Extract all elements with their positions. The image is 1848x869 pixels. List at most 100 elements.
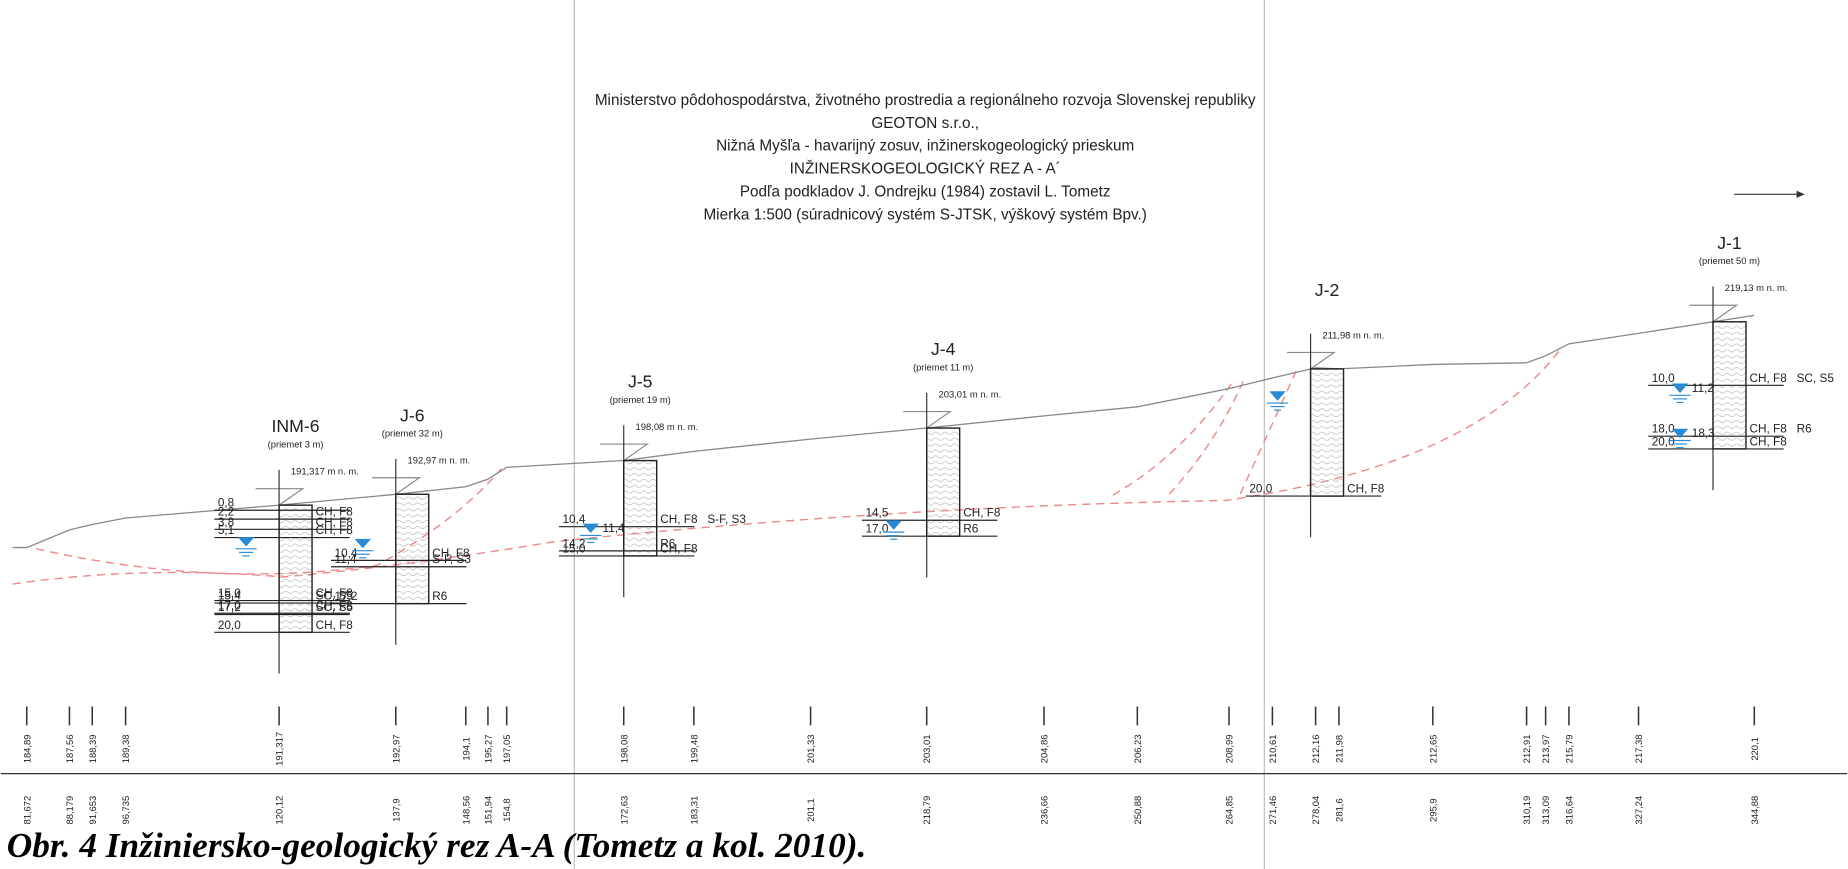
station-elevation: 212,91 (1521, 735, 1532, 764)
station-distance: 344,88 (1749, 796, 1760, 825)
soil-class: S-F, S3 (432, 553, 471, 566)
borehole-name: J-6 (400, 405, 425, 425)
cross-section: Ministerstvo pôdohospodárstva, životného… (0, 0, 1848, 869)
borehole-elevation: 203,01 m n. m. (938, 388, 1001, 399)
water-level (1672, 384, 1688, 393)
station-elevation: 215,79 (1563, 735, 1574, 764)
water-level (238, 537, 254, 546)
soil-class: CH, F8 (1749, 423, 1787, 436)
station-distance: 278,04 (1310, 796, 1321, 825)
station-distance: 81,672 (21, 796, 32, 825)
station-distance: 120,12 (274, 796, 285, 825)
station-distance: 313,09 (1540, 796, 1551, 825)
station-elevation: 189,38 (120, 735, 131, 764)
soil-class: S-F, S3 (707, 513, 746, 526)
station-elevation: 210,61 (1267, 735, 1278, 764)
soil-class: R6 (1797, 423, 1812, 436)
station-elevation: 212,16 (1310, 735, 1321, 764)
layer-depth: 18,0 (1652, 423, 1675, 436)
station-elevation: 211,98 (1333, 735, 1344, 763)
station-elevation: 195,27 (482, 735, 493, 764)
layer-depth: 11,4 (335, 553, 357, 566)
borehole-column (1311, 369, 1344, 496)
borehole-name: J-1 (1717, 233, 1742, 253)
borehole-elevation: 219,13 m n. m. (1725, 282, 1788, 293)
layer-depth: 14,5 (865, 507, 888, 520)
station-elevation: 201,33 (805, 735, 816, 764)
station-elevation: 220,1 (1749, 737, 1760, 761)
station-distance: 310,19 (1521, 796, 1532, 825)
station-distance: 151,94 (482, 796, 493, 825)
borehole-name: INM-6 (272, 416, 320, 436)
station-elevation: 191,317 (274, 732, 285, 766)
station-distance: 96,735 (120, 796, 131, 825)
station-distance: 316,64 (1563, 796, 1574, 825)
soil-class: SC, S5 (1797, 372, 1835, 385)
borehole-elevation: 192,97 m n. m. (408, 455, 471, 466)
station-distance: 172,63 (618, 796, 629, 825)
arrow-head (1797, 191, 1805, 198)
station-distance: 183,31 (688, 796, 699, 825)
header-line: INŽINERSKOGEOLOGICKÝ REZ A - A´ (790, 161, 1061, 178)
soil-class: R6 (963, 523, 978, 536)
borehole-note: (priemet 19 m) (610, 394, 671, 405)
station-distance: 264,85 (1224, 796, 1235, 825)
station-distance: 281,6 (1333, 798, 1344, 822)
header-line: GEOTON s.r.o., (871, 115, 979, 132)
station-distance: 154,8 (501, 798, 512, 822)
station-elevation: 213,97 (1540, 735, 1551, 764)
station-elevation: 198,08 (618, 735, 629, 764)
borehole-elevation: 211,98 m n. m. (1322, 329, 1384, 340)
borehole-note: (priemet 50 m) (1699, 255, 1760, 266)
soil-class: CH, F8 (660, 542, 698, 555)
layer-depth: 5,1 (218, 524, 234, 537)
soil-class: CH, F8 (1347, 483, 1385, 496)
borehole-elevation: 191,317 m n. m. (291, 466, 359, 477)
station-elevation: 197,05 (501, 735, 512, 764)
layer-depth: 10,0 (1652, 372, 1675, 385)
station-elevation: 204,86 (1039, 735, 1050, 764)
page: Ministerstvo pôdohospodárstva, životného… (0, 0, 1848, 869)
station-distance: 250,88 (1132, 796, 1143, 825)
borehole-note: (priemet 11 m) (913, 361, 973, 372)
station-elevation: 206,23 (1132, 735, 1143, 764)
borehole-elevation: 198,08 m n. m. (636, 421, 699, 432)
station-elevation: 217,38 (1633, 735, 1644, 764)
station-elevation: 212,65 (1427, 735, 1438, 764)
borehole-name: J-2 (1315, 280, 1340, 300)
soil-class: CH, F8 (316, 619, 354, 632)
header-line: Mierka 1:500 (súradnicový systém S-JTSK,… (703, 207, 1146, 224)
soil-class: CH, F8 (963, 507, 1001, 520)
soil-class: CH, F8 (660, 513, 698, 526)
layer-depth: 17,0 (865, 523, 888, 536)
layer-depth: 20,0 (218, 619, 241, 632)
borehole-note: (priemet 32 m) (382, 428, 443, 439)
water-level (583, 524, 599, 533)
station-distance: 218,79 (921, 796, 932, 825)
borehole-name: J-5 (628, 372, 653, 392)
header-line: Ministerstvo pôdohospodárstva, životného… (595, 92, 1256, 109)
soil-class: CH, F8 (1749, 372, 1787, 385)
water-depth: 11,2 (1692, 382, 1714, 395)
station-distance: 295,9 (1427, 798, 1438, 822)
station-elevation: 194,1 (460, 737, 471, 761)
station-distance: 236,66 (1039, 796, 1050, 825)
borehole-column (624, 461, 657, 556)
caption: Obr. 4 Inžiniersko-geologický rez A-A (T… (7, 826, 867, 865)
station-elevation: 188,39 (87, 735, 98, 764)
layer-depth: 20,0 (1249, 483, 1272, 496)
soil-class: CH, F8 (1749, 435, 1787, 448)
station-distance: 88,179 (64, 796, 75, 825)
station-distance: 137,9 (390, 798, 401, 822)
layer-depth: 20,0 (1652, 435, 1675, 448)
borehole-name: J-4 (931, 339, 956, 359)
station-distance: 271,46 (1267, 796, 1278, 825)
borehole-note: (priemet 3 m) (268, 438, 324, 449)
station-distance: 327,24 (1633, 796, 1644, 825)
borehole-column (396, 494, 429, 603)
station-elevation: 208,99 (1224, 735, 1235, 764)
station-distance: 148,56 (460, 796, 471, 825)
layer-depth: 17,2 (335, 590, 358, 603)
water-depth: 18,3 (1692, 427, 1715, 440)
station-elevation: 184,89 (21, 735, 32, 764)
